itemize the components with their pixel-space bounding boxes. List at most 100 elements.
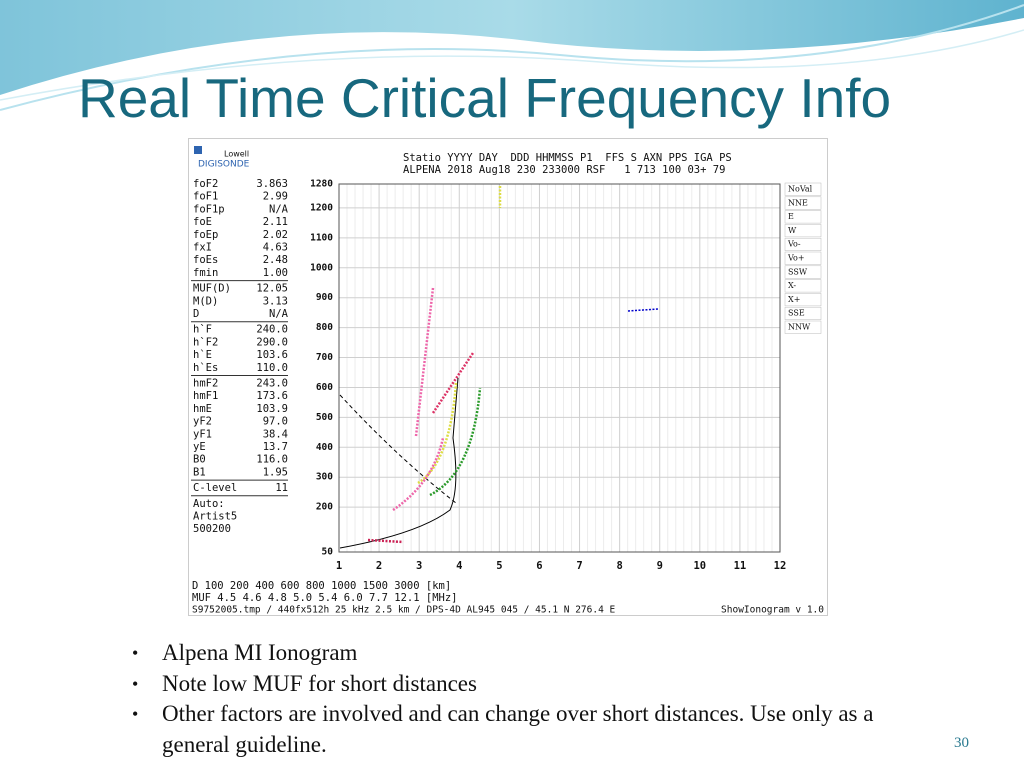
legend-swatch bbox=[784, 224, 822, 238]
parameter-name: yE bbox=[193, 441, 206, 453]
legend-swatch bbox=[784, 210, 822, 224]
parameter-name: h`Es bbox=[193, 362, 218, 374]
legend-swatch bbox=[784, 320, 822, 334]
trace bbox=[367, 538, 404, 544]
parameter-name: yF2 bbox=[193, 416, 212, 428]
legend-label: X+ bbox=[788, 295, 800, 304]
parameter-name: Artist5 bbox=[193, 511, 237, 523]
legend-label: NNE bbox=[788, 198, 808, 207]
legend-swatch bbox=[784, 237, 822, 251]
trace bbox=[429, 387, 482, 497]
ionogram-version: ShowIonogram v 1.0 bbox=[721, 605, 824, 616]
ionogram-header: ALPENA 2018 Aug18 230 233000 RSF 1 713 1… bbox=[403, 164, 725, 176]
ionogram-footer: MUF 4.5 4.6 4.8 5.0 5.4 6.0 7.7 12.1 [MH… bbox=[192, 592, 458, 604]
wave-line bbox=[0, 29, 1024, 101]
y-tick-label: 600 bbox=[316, 382, 333, 393]
x-tick-label: 12 bbox=[774, 560, 787, 572]
legend-label: E bbox=[788, 212, 794, 221]
parameter-name: foEp bbox=[193, 229, 218, 241]
parameter-value: N/A bbox=[269, 308, 289, 320]
x-tick-label: 9 bbox=[657, 560, 663, 572]
logo-text: DIGISONDE bbox=[198, 160, 250, 170]
parameter-name: foEs bbox=[193, 254, 218, 266]
parameter-value: 110.0 bbox=[256, 362, 288, 374]
ionogram-header: Statio YYYY DAY DDD HHMMSS P1 FFS S AXN … bbox=[403, 152, 732, 164]
parameter-name: h`F2 bbox=[193, 336, 218, 348]
x-tick-label: 6 bbox=[536, 560, 542, 572]
parameter-value: 4.63 bbox=[263, 242, 288, 254]
x-tick-label: 5 bbox=[496, 560, 502, 572]
y-tick-label: 1280 bbox=[310, 179, 333, 190]
x-tick-label: 7 bbox=[576, 560, 582, 572]
parameter-name: 500200 bbox=[193, 523, 231, 535]
y-tick-label: 900 bbox=[316, 292, 333, 303]
legend-label: SSE bbox=[788, 309, 805, 318]
parameter-name: D bbox=[193, 308, 199, 320]
ionogram-footer: S9752005.tmp / 440fx512h 25 kHz 2.5 km /… bbox=[192, 605, 616, 616]
legend-swatch bbox=[784, 293, 822, 307]
parameter-name: Auto: bbox=[193, 498, 225, 510]
y-tick-label: 700 bbox=[316, 352, 333, 363]
parameter-value: 290.0 bbox=[256, 336, 288, 348]
trace bbox=[414, 287, 435, 437]
bullet: Other factors are involved and can chang… bbox=[132, 699, 892, 760]
parameter-value: 243.0 bbox=[256, 378, 288, 390]
parameter-name: yF1 bbox=[193, 428, 212, 440]
parameter-value: 2.99 bbox=[263, 191, 288, 203]
x-tick-label: 2 bbox=[376, 560, 382, 572]
parameter-name: foF1 bbox=[193, 191, 218, 203]
legend-swatch bbox=[784, 306, 822, 320]
parameter-value: 12.05 bbox=[256, 283, 288, 295]
x-tick-label: 8 bbox=[616, 560, 622, 572]
wave bbox=[0, 0, 1024, 95]
trace bbox=[627, 308, 659, 312]
parameter-name: fmin bbox=[193, 267, 218, 279]
legend-label: W bbox=[788, 226, 797, 235]
parameter-value: 1.95 bbox=[263, 466, 288, 478]
parameter-value: 2.02 bbox=[263, 229, 288, 241]
bullet: Alpena MI Ionogram bbox=[132, 638, 892, 669]
parameter-value: 2.11 bbox=[263, 216, 288, 228]
ionogram: Lowell DIGISONDE Statio YYYY DAY DDD HHM… bbox=[188, 138, 828, 616]
parameter-value: 38.4 bbox=[263, 428, 288, 440]
parameter-value: 116.0 bbox=[256, 454, 288, 466]
parameter-name: hmE bbox=[193, 403, 212, 415]
parameter-value: 11 bbox=[275, 482, 288, 494]
parameter-name: B0 bbox=[193, 454, 206, 466]
parameter-name: C-level bbox=[193, 482, 237, 494]
legend-swatch bbox=[784, 182, 822, 196]
y-tick-label: 400 bbox=[316, 442, 333, 453]
parameter-name: foF1p bbox=[193, 203, 225, 215]
parameter-value: 3.863 bbox=[256, 178, 288, 190]
parameter-name: foE bbox=[193, 216, 212, 228]
legend-label: NoVal bbox=[788, 185, 813, 194]
parameter-value: 240.0 bbox=[256, 324, 288, 336]
parameter-name: fxI bbox=[193, 242, 212, 254]
bullet-list: Alpena MI Ionogram Note low MUF for shor… bbox=[132, 638, 892, 760]
header-waves bbox=[0, 0, 1024, 111]
page-number: 30 bbox=[954, 735, 969, 751]
parameter-value: 103.9 bbox=[256, 403, 288, 415]
ionogram-footer: D 100 200 400 600 800 1000 1500 3000 [km… bbox=[192, 580, 451, 592]
legend-swatch bbox=[784, 251, 822, 265]
x-tick-label: 10 bbox=[693, 560, 706, 572]
x-tick-label: 1 bbox=[336, 560, 342, 572]
legend-swatch bbox=[784, 196, 822, 210]
parameter-value: 3.13 bbox=[263, 295, 288, 307]
y-tick-label: 50 bbox=[322, 547, 334, 558]
x-tick-label: 3 bbox=[416, 560, 422, 572]
y-tick-label: 1200 bbox=[310, 202, 333, 213]
legend-label: X- bbox=[788, 281, 796, 290]
slide-title: Real Time Critical Frequency Info bbox=[78, 67, 892, 129]
parameter-value: 1.00 bbox=[263, 267, 288, 279]
y-tick-label: 300 bbox=[316, 472, 333, 483]
parameter-value: 103.6 bbox=[256, 349, 288, 361]
parameter-name: M(D) bbox=[193, 295, 218, 307]
parameter-value: 13.7 bbox=[263, 441, 288, 453]
bullet: Note low MUF for short distances bbox=[132, 669, 892, 700]
logo-icon bbox=[194, 146, 202, 154]
trace bbox=[417, 382, 458, 485]
parameter-value: 173.6 bbox=[256, 390, 288, 402]
trace bbox=[431, 352, 475, 414]
